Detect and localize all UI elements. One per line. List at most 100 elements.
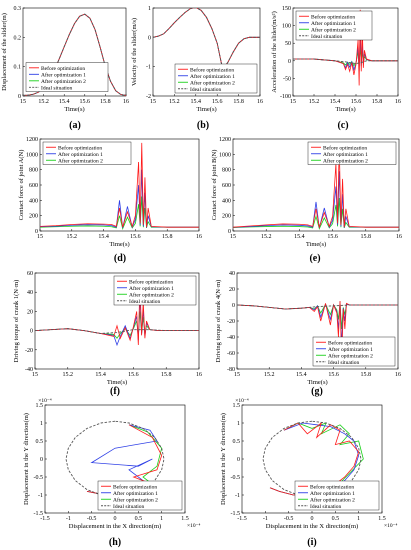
y-tick-label: 40 [27,290,33,296]
series-line-before [233,144,399,229]
y-tick-label: 200 [29,214,38,220]
y-tick-label: 0.3 [14,6,22,12]
series-line-after2 [293,46,398,67]
y-axis-label: Driving torque of crank 1(N·m) [13,280,20,363]
y-tick-label: 1 [237,421,240,427]
y-scale-label: ×10⁻⁴ [38,398,52,404]
panel-e: 15 15.2 15.4 15.6 15.8 16 0 200 400 600 800 1000 120… [211,137,402,264]
y-tick-label: 1.5 [36,403,44,409]
series-group [40,142,199,230]
x-scale-label: ×10⁻⁴ [384,523,398,529]
series-group [35,282,199,347]
x-axis-label: Time(s) [196,106,216,113]
y-tick-label: 20 [27,309,33,315]
y-tick-label: -1 [38,493,43,499]
panel-i: -1.5 -1 -0.5 0 0.5 1 1.5 -1.5 -1 -0.5 0 0.5 1 1.5 Disp… [220,398,398,548]
legend-entry: Ideal situation [310,504,342,510]
x-tick-label: 15 [32,372,38,378]
legend-entry: Before optimization [113,483,157,490]
x-tick-label: 15.8 [361,234,372,240]
y-tick-label: 200 [222,214,231,220]
x-tick-label: -1.5 [40,516,50,522]
series-group [153,8,260,69]
x-tick-label: -1 [263,516,268,522]
y-axis-label: Velocity of the slider(m/s) [131,18,138,86]
y-tick-label: 60 [27,271,33,277]
y-axis-label: Displacement of the slider(m) [1,13,8,91]
series-line-before [153,8,260,69]
y-tick-label: 400 [222,198,231,204]
legend-box [113,275,197,306]
legend-box [312,336,396,367]
legend-entry: Ideal situation [41,85,73,91]
legend-entry: Before optimization [190,66,234,73]
x-tick-label: 0.5 [332,516,340,522]
legend-box [307,141,397,165]
panel-h: -1.5 -1 -0.5 0 0.5 1 1.5 -1.5 -1 -0.5 0 0.5 1 1.5 Disp… [23,398,201,548]
x-tick-label: 15.6 [327,234,338,240]
y-tick-label: -100 [280,94,291,100]
x-axis-label: Time(s) [306,241,326,248]
legend-entry: Before optimization [58,144,102,151]
legend-entry: Before optimization [311,13,355,20]
y-tick-label: 40 [229,271,235,277]
legend-entry: Ideal situation [113,504,145,510]
legend-entry: After optimization 2 [113,496,158,503]
x-tick-label: 0 [114,516,117,522]
y-tick-label: 0 [148,35,151,41]
panel-label: (f) [110,386,120,397]
x-tick-label: 16 [395,99,401,105]
x-tick-label: 15.4 [330,99,341,105]
x-axis-label: Time(s) [107,379,127,386]
x-tick-label: 16 [196,372,202,378]
x-tick-label: 15 [234,372,240,378]
legend-entry: After optimization 1 [41,71,86,78]
x-tick-label: 16 [395,372,401,378]
legend-entry: Before optimization [41,65,85,72]
x-tick-label: 15.2 [264,372,275,378]
series-line-before [237,300,398,362]
x-tick-label: 1 [357,516,360,522]
panel-label: (d) [114,253,126,264]
legend-entry: After optimization 1 [129,285,174,292]
x-tick-label: 15.2 [63,372,74,378]
x-tick-label: 15.6 [351,99,362,105]
x-tick-label: 1 [160,516,163,522]
series-line-ideal [293,58,398,65]
series-line-after1 [153,8,260,69]
legend-box [25,62,109,92]
x-tick-label: 15 [290,99,296,105]
x-axis-label: Time(s) [335,106,355,113]
x-tick-label: -1.5 [237,516,247,522]
x-scale-label: ×10⁻⁴ [187,523,201,529]
y-tick-label: 1.5 [233,403,241,409]
y-tick-label: 0 [18,94,21,100]
legend-entry: After optimization 1 [113,490,158,497]
legend-entry: After optimization 1 [58,151,103,158]
plot-frame [292,7,399,97]
x-tick-label: 15 [37,234,43,240]
x-tick-label: 1.5 [181,516,189,522]
y-tick-label: 0.2 [14,35,22,41]
legend-entry: Before optimization [310,483,354,490]
panel-g: 15 15.2 15.4 15.6 15.8 16 -80 -60 -40 -20 0 20 40 Tim… [215,271,401,397]
x-axis-label: Displacement in the X direction(m) [266,523,358,530]
y-tick-label: 0 [288,59,291,65]
y-scale-label: ×10⁻⁴ [235,398,249,404]
x-tick-label: 15.4 [191,99,202,105]
y-axis-label: Displacement in the Y direction(m) [220,413,227,505]
legend-entry: After optimization 1 [311,20,356,27]
panel-label: (g) [311,386,323,397]
x-tick-label: 15.8 [361,372,372,378]
legend-entry: After optimization 2 [323,157,368,164]
x-tick-label: 15.8 [233,99,244,105]
legend-box [42,141,132,165]
legend-entry: Ideal situation [311,34,343,40]
y-tick-label: -20 [25,348,33,354]
